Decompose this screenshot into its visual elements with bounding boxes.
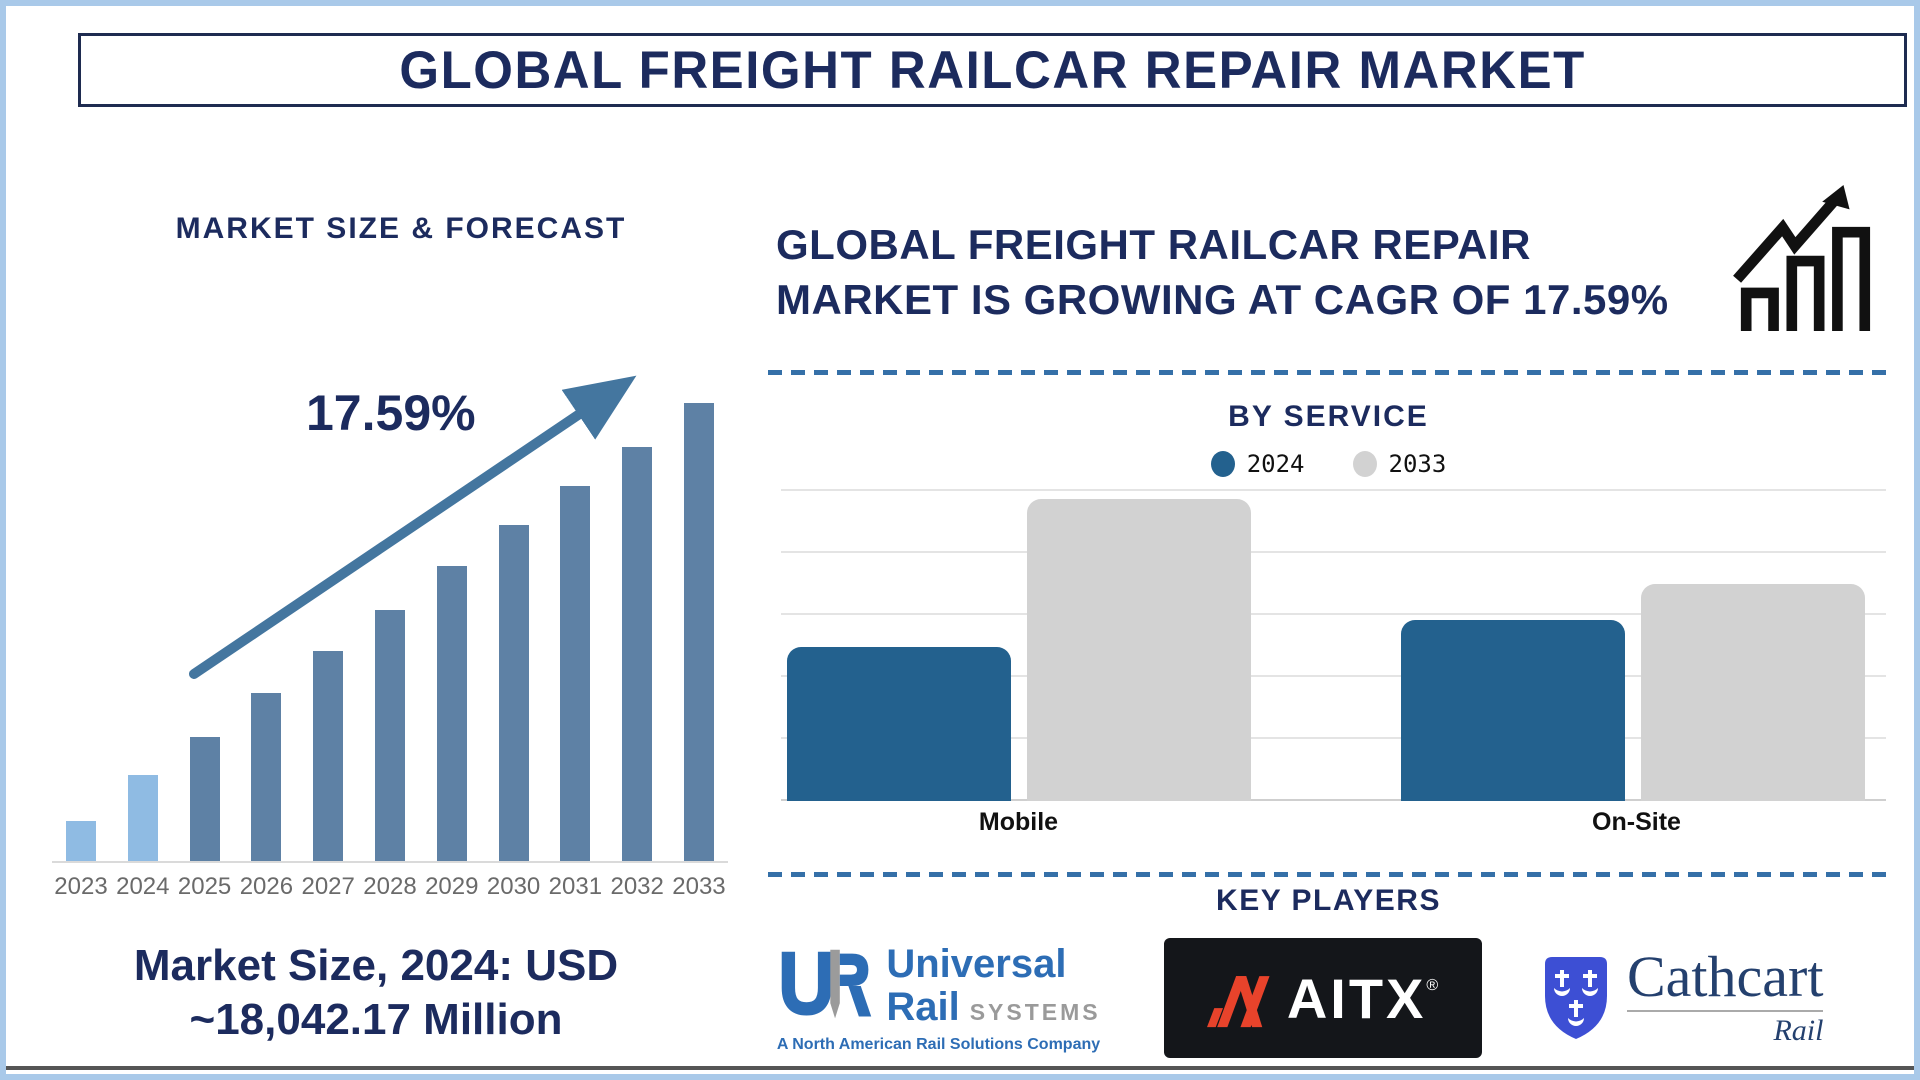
page-title: GLOBAL FREIGHT RAILCAR REPAIR MARKET xyxy=(399,40,1586,100)
service-gridline xyxy=(781,489,1886,491)
service-gridline xyxy=(781,675,1886,677)
service-bar-mobile-2024 xyxy=(787,647,1011,801)
service-gridline xyxy=(781,799,1886,801)
legend-label-2033: 2033 xyxy=(1388,450,1447,478)
service-gridline xyxy=(781,613,1886,615)
right-heading-line1: GLOBAL FREIGHT RAILCAR REPAIR xyxy=(776,221,1531,268)
universal-rail-lockup: Universal Rail SYSTEMS xyxy=(776,943,1100,1030)
forecast-bar-2029 xyxy=(436,566,467,861)
by-service-title: BY SERVICE xyxy=(1228,400,1429,433)
service-bar-mobile-2033 xyxy=(1027,499,1251,801)
dashed-divider-bottom xyxy=(768,872,1892,877)
forecast-column-2023: 2023 xyxy=(52,396,110,901)
ur-monogram-icon xyxy=(782,949,872,1019)
arrowhead xyxy=(1822,185,1850,210)
forecast-bar-2024 xyxy=(127,775,158,861)
service-group-on-site xyxy=(1401,584,1865,801)
service-legend: 2024 2033 xyxy=(771,450,1886,478)
forecast-bar-2025 xyxy=(189,737,220,861)
legend-item-2024: 2024 xyxy=(1210,450,1305,478)
service-category-onsite: On-Site xyxy=(1592,808,1681,836)
forecast-year-label: 2025 xyxy=(177,873,232,900)
ur-word-universal: Universal xyxy=(886,941,1067,986)
forecast-bar-2033 xyxy=(683,403,714,861)
forecast-year-label: 2027 xyxy=(301,873,355,900)
by-service-chart xyxy=(781,489,1886,801)
legend-dot-2033 xyxy=(1352,451,1377,477)
forecast-column-2033: 2033 xyxy=(670,396,728,901)
forecast-bar-2026 xyxy=(251,693,282,861)
forecast-bar-2027 xyxy=(313,651,344,861)
aitx-wordmark: AITX® xyxy=(1287,966,1438,1031)
ur-word-systems: SYSTEMS xyxy=(969,998,1101,1025)
forecast-year-label: 2028 xyxy=(363,873,417,900)
forecast-column-2028: 2028 xyxy=(361,396,419,901)
forecast-year-label: 2033 xyxy=(672,873,726,900)
bottom-strip xyxy=(6,1066,1914,1070)
service-category-mobile: Mobile xyxy=(978,808,1059,836)
ur-word-rail: Rail xyxy=(886,984,960,1029)
forecast-axis-line xyxy=(52,861,728,863)
cathcart-wordmark: Cathcart Rail xyxy=(1627,944,1824,1048)
forecast-column-2031: 2031 xyxy=(546,396,604,901)
forecast-column-2029: 2029 xyxy=(423,396,481,901)
forecast-bar-2028 xyxy=(374,610,405,861)
market-size-line2: ~18,042.17 Million xyxy=(189,994,563,1044)
forecast-column-2032: 2032 xyxy=(608,396,666,901)
right-heading-line2: MARKET IS GROWING AT CAGR OF 17.59% xyxy=(776,275,1669,323)
service-gridline xyxy=(781,737,1886,739)
left-panel-heading: MARKET SIZE & FORECAST xyxy=(175,212,627,245)
forecast-column-2027: 2027 xyxy=(299,396,357,901)
market-size-callout: Market Size, 2024: USD ~18,042.17 Millio… xyxy=(46,939,706,1046)
cathcart-rail-word: Rail xyxy=(1773,1014,1824,1047)
forecast-bar-2032 xyxy=(622,447,653,861)
forecast-bar-2031 xyxy=(560,486,591,861)
forecast-bar-2023 xyxy=(66,821,96,861)
forecast-column-2026: 2026 xyxy=(237,396,295,901)
right-panel-heading: GLOBAL FREIGHT RAILCAR REPAIR MARKET IS … xyxy=(776,218,1756,327)
forecast-column-2025: 2025 xyxy=(176,396,234,901)
key-players-logos: Universal Rail SYSTEMS A North American … xyxy=(771,928,1891,1068)
legend-dot-2024 xyxy=(1210,451,1235,477)
forecast-year-label: 2032 xyxy=(610,873,664,900)
cathcart-rule xyxy=(1627,1010,1824,1012)
forecast-year-label: 2029 xyxy=(425,873,479,900)
cathcart-word: Cathcart xyxy=(1627,944,1824,1009)
forecast-year-label: 2026 xyxy=(239,873,294,900)
service-group-mobile xyxy=(787,499,1251,801)
legend-item-2033: 2033 xyxy=(1352,450,1447,478)
forecast-bar-2030 xyxy=(498,525,529,861)
cagr-label: 17.59% xyxy=(306,385,476,441)
ur-tagline: A North American Rail Solutions Company xyxy=(776,1035,1101,1053)
forecast-year-label: 2031 xyxy=(548,873,603,900)
market-size-line1: Market Size, 2024: USD xyxy=(133,941,619,990)
title-box: GLOBAL FREIGHT RAILCAR REPAIR MARKET xyxy=(78,33,1907,107)
forecast-year-label: 2024 xyxy=(116,873,170,900)
logo-aitx: AITX® xyxy=(1163,938,1482,1058)
aitx-mark-icon xyxy=(1206,976,1270,1028)
service-bar-on-site-2024 xyxy=(1401,620,1625,801)
growth-chart-icon xyxy=(1733,185,1871,331)
logo-universal-rail: Universal Rail SYSTEMS A North American … xyxy=(771,943,1106,1054)
service-gridline xyxy=(781,551,1886,553)
legend-label-2024: 2024 xyxy=(1246,450,1305,478)
trend-arrow-icon xyxy=(189,375,637,679)
aitx-text: AITX xyxy=(1286,966,1427,1030)
forecast-year-label: 2023 xyxy=(54,873,108,900)
dashed-divider-top xyxy=(768,370,1892,375)
logo-cathcart-rail: Cathcart Rail xyxy=(1539,948,1891,1048)
forecast-column-2024: 2024 xyxy=(114,396,172,901)
aitx-registered-mark: ® xyxy=(1426,976,1439,994)
service-bar-on-site-2033 xyxy=(1641,584,1865,801)
forecast-chart: 2023 2024 2025 2026 2027 2028 2029 2030 2031 2032… xyxy=(52,396,728,901)
ur-wordmark: Universal Rail SYSTEMS xyxy=(886,943,1100,1030)
forecast-column-2030: 2030 xyxy=(485,396,543,901)
key-players-title: KEY PLAYERS xyxy=(1216,884,1441,917)
cathcart-shield-icon xyxy=(1545,957,1607,1039)
forecast-year-label: 2030 xyxy=(486,873,541,900)
